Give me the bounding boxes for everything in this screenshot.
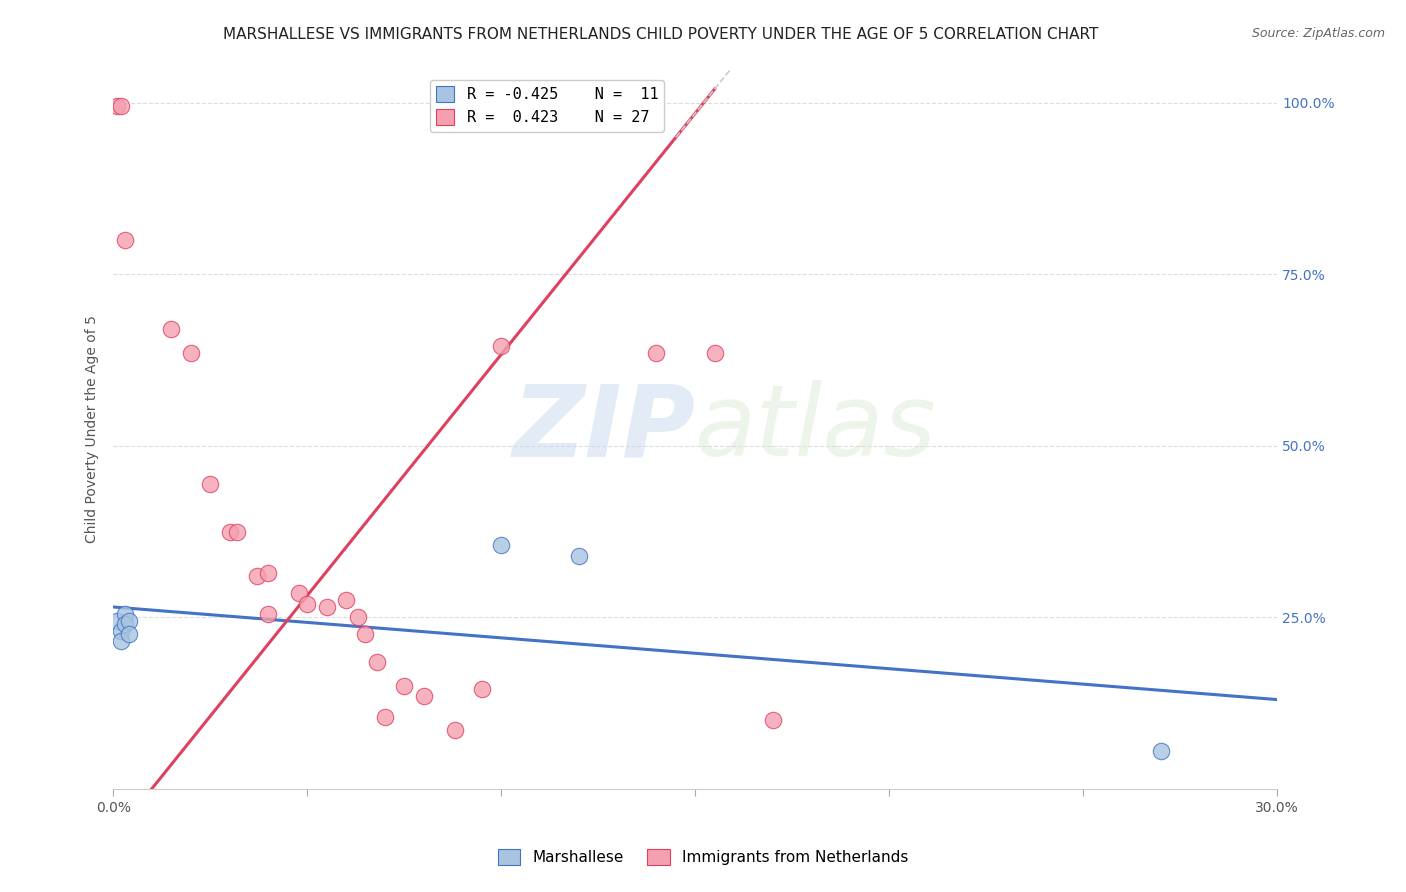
- Point: [443, 723, 465, 738]
- Point: [762, 713, 785, 727]
- Point: [471, 682, 494, 697]
- Point: [114, 607, 136, 621]
- Point: [412, 689, 434, 703]
- Y-axis label: Child Poverty Under the Age of 5: Child Poverty Under the Age of 5: [86, 315, 100, 542]
- Point: [346, 610, 368, 624]
- Legend: R = -0.425    N =  11, R =  0.423    N = 27: R = -0.425 N = 11, R = 0.423 N = 27: [430, 79, 664, 132]
- Point: [366, 655, 388, 669]
- Point: [288, 586, 311, 600]
- Point: [198, 476, 221, 491]
- Point: [489, 339, 512, 353]
- Text: atlas: atlas: [695, 380, 936, 477]
- Point: [315, 599, 337, 614]
- Point: [1150, 744, 1173, 758]
- Point: [374, 710, 396, 724]
- Point: [489, 538, 512, 552]
- Point: [257, 566, 280, 580]
- Point: [105, 614, 128, 628]
- Point: [110, 99, 132, 113]
- Point: [110, 624, 132, 638]
- Point: [257, 607, 280, 621]
- Text: ZIP: ZIP: [512, 380, 695, 477]
- Text: Source: ZipAtlas.com: Source: ZipAtlas.com: [1251, 27, 1385, 40]
- Point: [218, 524, 240, 539]
- Point: [105, 99, 128, 113]
- Point: [645, 346, 668, 360]
- Point: [226, 524, 249, 539]
- Point: [118, 614, 141, 628]
- Point: [295, 597, 318, 611]
- Point: [114, 617, 136, 632]
- Point: [118, 627, 141, 641]
- Point: [110, 634, 132, 648]
- Point: [160, 322, 183, 336]
- Text: MARSHALLESE VS IMMIGRANTS FROM NETHERLANDS CHILD POVERTY UNDER THE AGE OF 5 CORR: MARSHALLESE VS IMMIGRANTS FROM NETHERLAN…: [224, 27, 1098, 42]
- Point: [392, 679, 415, 693]
- Legend: Marshallese, Immigrants from Netherlands: Marshallese, Immigrants from Netherlands: [492, 843, 914, 871]
- Point: [180, 346, 202, 360]
- Point: [568, 549, 591, 563]
- Point: [246, 569, 269, 583]
- Point: [354, 627, 377, 641]
- Point: [703, 346, 725, 360]
- Point: [335, 593, 357, 607]
- Point: [114, 233, 136, 247]
